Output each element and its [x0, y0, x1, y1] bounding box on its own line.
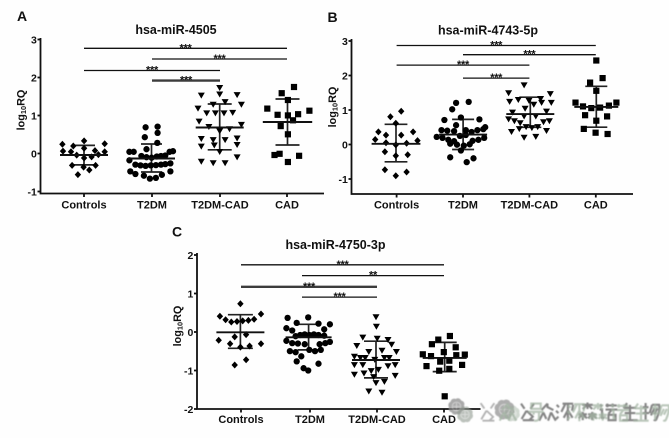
- svg-text:C: C: [172, 224, 182, 240]
- svg-text:0: 0: [342, 139, 348, 151]
- svg-text:log10RQ: log10RQ: [327, 87, 340, 128]
- svg-text:-2: -2: [184, 404, 193, 416]
- svg-text:hsa-miR-4505: hsa-miR-4505: [135, 23, 216, 37]
- svg-text:-1: -1: [28, 186, 37, 198]
- svg-text:T2DM: T2DM: [295, 414, 325, 426]
- svg-text:hsa-miR-4750-3p: hsa-miR-4750-3p: [285, 238, 385, 252]
- svg-text:T2DM: T2DM: [448, 200, 478, 212]
- svg-text:log10RQ: log10RQ: [16, 90, 29, 131]
- svg-text:T2DM: T2DM: [137, 200, 167, 212]
- svg-text:2: 2: [31, 72, 37, 84]
- svg-text:hsa-miR-4743-5p: hsa-miR-4743-5p: [438, 24, 538, 38]
- svg-text:log10RQ: log10RQ: [172, 306, 185, 347]
- svg-text:3: 3: [31, 34, 37, 46]
- svg-text:A: A: [17, 8, 27, 24]
- svg-text:***: ***: [337, 259, 350, 271]
- svg-text:***: ***: [490, 72, 503, 84]
- svg-text:CAD: CAD: [275, 200, 299, 212]
- svg-text:***: ***: [214, 53, 227, 65]
- svg-text:**: **: [369, 270, 378, 282]
- svg-text:Controls: Controls: [218, 414, 263, 426]
- svg-text:***: ***: [180, 42, 193, 54]
- svg-text:***: ***: [146, 65, 159, 77]
- svg-text:3: 3: [342, 36, 348, 48]
- svg-text:***: ***: [180, 75, 193, 87]
- svg-text:***: ***: [303, 281, 316, 293]
- svg-text:Controls: Controls: [374, 200, 419, 212]
- svg-text:CAD: CAD: [432, 414, 456, 426]
- svg-text:CAD: CAD: [584, 200, 608, 212]
- svg-text:***: ***: [523, 49, 536, 61]
- svg-text:T2DM-CAD: T2DM-CAD: [191, 200, 248, 212]
- svg-text:2: 2: [188, 250, 194, 262]
- svg-text:***: ***: [457, 59, 470, 71]
- svg-text:2: 2: [342, 70, 348, 82]
- svg-text:1: 1: [31, 110, 37, 122]
- svg-text:***: ***: [490, 40, 503, 52]
- svg-text:T2DM-CAD: T2DM-CAD: [501, 200, 558, 212]
- svg-text:Controls: Controls: [61, 200, 106, 212]
- svg-text:0: 0: [188, 327, 194, 339]
- svg-text:B: B: [328, 9, 338, 25]
- svg-text:-1: -1: [339, 174, 348, 186]
- svg-text:T2DM-CAD: T2DM-CAD: [348, 414, 405, 426]
- svg-text:-1: -1: [184, 365, 193, 377]
- svg-text:1: 1: [188, 288, 194, 300]
- svg-text:***: ***: [334, 291, 347, 303]
- svg-text:1: 1: [342, 105, 348, 117]
- svg-text:0: 0: [31, 148, 37, 160]
